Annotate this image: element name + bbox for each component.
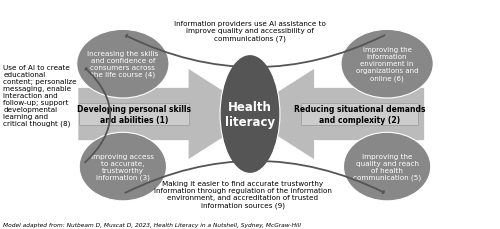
Text: Model adapted from: Nutbeam D, Muscat D, 2023, Health Literacy in a Nutshell, Sy: Model adapted from: Nutbeam D, Muscat D,…: [3, 222, 301, 227]
FancyBboxPatch shape: [80, 103, 189, 126]
Text: Making it easier to find accurate trustworthy
information through regulation of : Making it easier to find accurate trustw…: [154, 180, 332, 208]
Text: Developing personal skills
and abilities (1): Developing personal skills and abilities…: [78, 105, 192, 124]
Text: Health
literacy: Health literacy: [225, 101, 275, 128]
Text: Reducing situational demands
and complexity (2): Reducing situational demands and complex…: [294, 105, 426, 124]
Ellipse shape: [79, 133, 166, 201]
Ellipse shape: [341, 30, 433, 98]
Text: Improving access
to accurate,
trustworthy
information (3): Improving access to accurate, trustworth…: [92, 153, 154, 180]
Polygon shape: [78, 69, 260, 160]
Ellipse shape: [220, 55, 280, 174]
Text: Increasing the skills
and confidence of
consumers across
the life course (4): Increasing the skills and confidence of …: [87, 51, 158, 78]
Ellipse shape: [344, 133, 430, 201]
Polygon shape: [242, 69, 424, 160]
Ellipse shape: [76, 30, 169, 98]
Text: Information providers use AI assistance to
improve quality and accessibility of
: Information providers use AI assistance …: [174, 21, 326, 42]
Text: Use of AI to create
educational
content; personalize
messaging, enable
interacti: Use of AI to create educational content;…: [3, 64, 77, 127]
Text: Improving the
Information
environment in
organizations and
online (6): Improving the Information environment in…: [356, 47, 418, 82]
Text: Improving the
quality and reach
of health
communication (5): Improving the quality and reach of healt…: [353, 153, 421, 180]
FancyBboxPatch shape: [301, 103, 418, 126]
